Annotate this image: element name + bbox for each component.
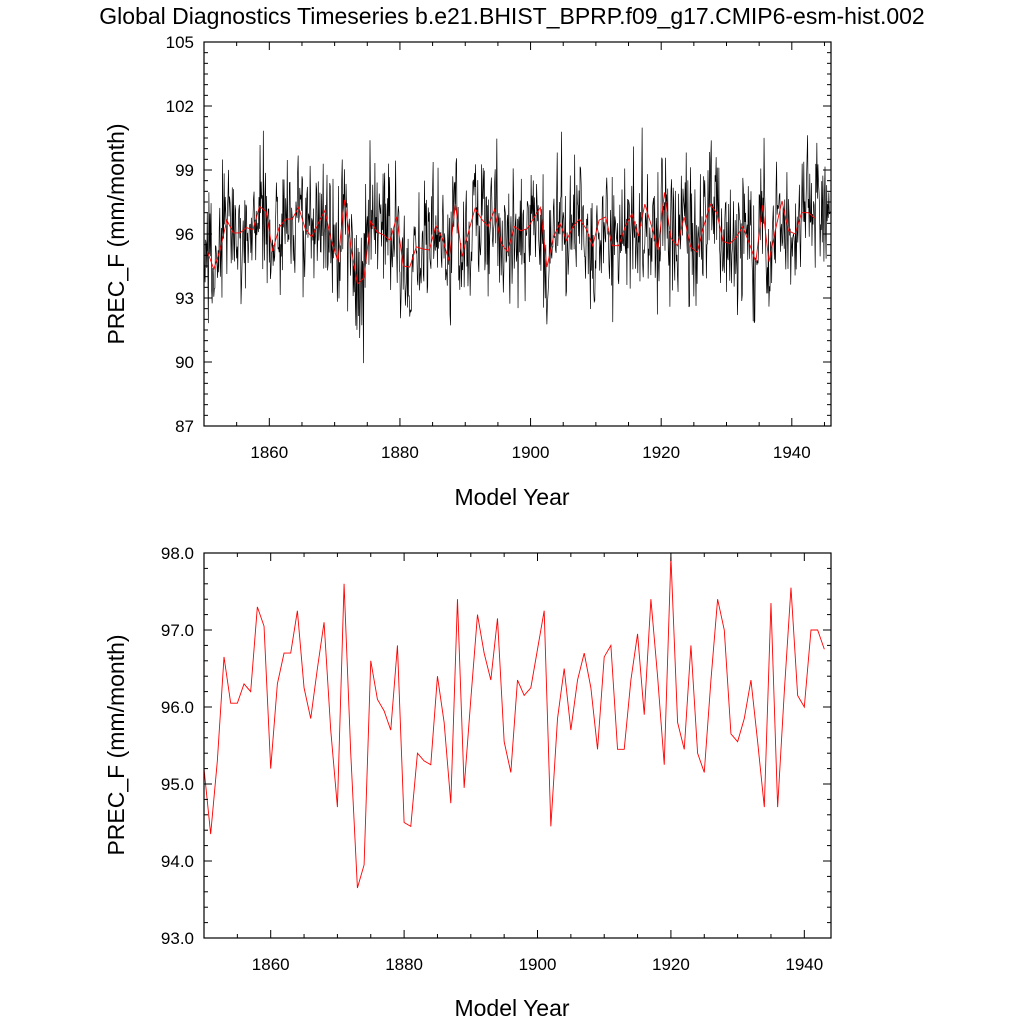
y-tick-label: 97.0 [161, 621, 194, 640]
top-plot-data [203, 127, 831, 364]
top-panel: 87 90 93 96 99 102 105 1860 1880 1900 1920 1940 Mo… [103, 33, 832, 510]
x-tick-label: 1880 [385, 955, 423, 974]
y-tick-label: 93.0 [161, 929, 194, 948]
y-tick-label: 96 [175, 225, 194, 244]
x-tick-label: 1940 [773, 443, 811, 462]
y-tick-label: 94.0 [161, 852, 194, 871]
x-tick-label: 1900 [512, 443, 550, 462]
x-tick-label: 1920 [652, 955, 690, 974]
series-annual-line [203, 556, 825, 889]
y-tick-label: 90 [175, 353, 194, 372]
x-tick-label: 1860 [250, 443, 288, 462]
figure-title: Global Diagnostics Timeseries b.e21.BHIS… [99, 3, 924, 29]
bottom-x-tick-labels: 1860 1880 1900 1920 1940 [252, 955, 823, 974]
x-tick-label: 1860 [252, 955, 290, 974]
series-annual-line-top [206, 192, 815, 286]
y-tick-label: 98.0 [161, 544, 194, 563]
bottom-plot-frame [203, 552, 832, 939]
top-x-axis-label: Model Year [454, 484, 569, 510]
top-y-tick-labels: 87 90 93 96 99 102 105 [166, 33, 194, 436]
bottom-plot-data [203, 556, 825, 889]
bottom-y-axis-label: PREC_F (mm/month) [103, 634, 129, 855]
x-tick-label: 1920 [642, 443, 680, 462]
x-tick-label: 1880 [381, 443, 419, 462]
y-tick-label: 96.0 [161, 698, 194, 717]
top-y-axis-label: PREC_F (mm/month) [103, 123, 129, 344]
y-tick-label: 93 [175, 289, 194, 308]
bottom-x-axis-label: Model Year [454, 995, 569, 1021]
y-tick-label: 99 [175, 161, 194, 180]
x-tick-label: 1940 [785, 955, 823, 974]
y-tick-label: 95.0 [161, 775, 194, 794]
bottom-panel: 93.0 94.0 95.0 96.0 97.0 98.0 1860 1880 1900 192… [103, 544, 832, 1021]
series-monthly-line [203, 127, 831, 364]
bottom-ticks [203, 552, 831, 939]
top-x-tick-labels: 1860 1880 1900 1920 1940 [250, 443, 810, 462]
y-tick-label: 102 [166, 97, 194, 116]
y-tick-label: 87 [175, 417, 194, 436]
x-tick-label: 1900 [519, 955, 557, 974]
top-ticks [203, 41, 831, 427]
bottom-y-tick-labels: 93.0 94.0 95.0 96.0 97.0 98.0 [161, 544, 194, 948]
y-tick-label: 105 [166, 33, 194, 52]
